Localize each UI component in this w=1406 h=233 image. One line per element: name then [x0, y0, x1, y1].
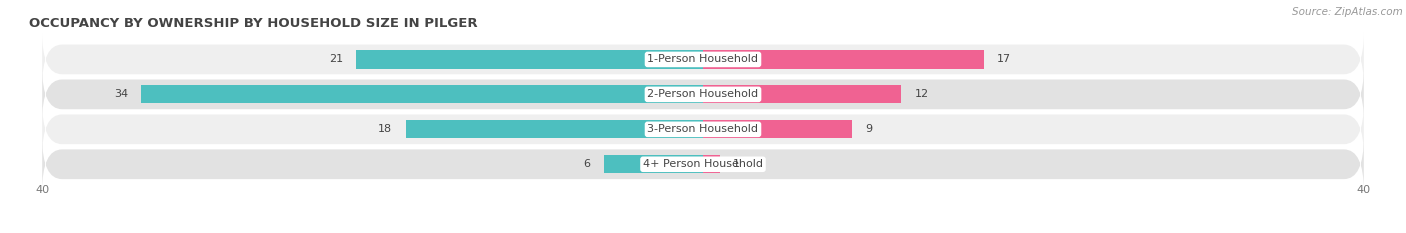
Text: 1: 1 [733, 159, 740, 169]
Bar [141, 85, 703, 103]
Text: 6: 6 [583, 159, 591, 169]
FancyBboxPatch shape [42, 32, 1364, 86]
Bar [703, 85, 901, 103]
Text: 17: 17 [997, 55, 1011, 64]
Text: 4+ Person Household: 4+ Person Household [643, 159, 763, 169]
Text: 34: 34 [114, 89, 128, 99]
Bar [703, 120, 852, 138]
Bar [703, 50, 984, 69]
Text: 1-Person Household: 1-Person Household [648, 55, 758, 64]
FancyBboxPatch shape [42, 67, 1364, 121]
FancyBboxPatch shape [42, 102, 1364, 156]
Bar [405, 120, 703, 138]
Text: 12: 12 [914, 89, 928, 99]
Bar [605, 155, 703, 173]
FancyBboxPatch shape [42, 137, 1364, 191]
Text: Source: ZipAtlas.com: Source: ZipAtlas.com [1292, 7, 1403, 17]
Bar [356, 50, 703, 69]
Text: 2-Person Household: 2-Person Household [647, 89, 759, 99]
Text: OCCUPANCY BY OWNERSHIP BY HOUSEHOLD SIZE IN PILGER: OCCUPANCY BY OWNERSHIP BY HOUSEHOLD SIZE… [30, 17, 478, 30]
Bar [703, 155, 720, 173]
Text: 18: 18 [378, 124, 392, 134]
Text: 9: 9 [865, 124, 872, 134]
Text: 3-Person Household: 3-Person Household [648, 124, 758, 134]
Text: 21: 21 [329, 55, 343, 64]
